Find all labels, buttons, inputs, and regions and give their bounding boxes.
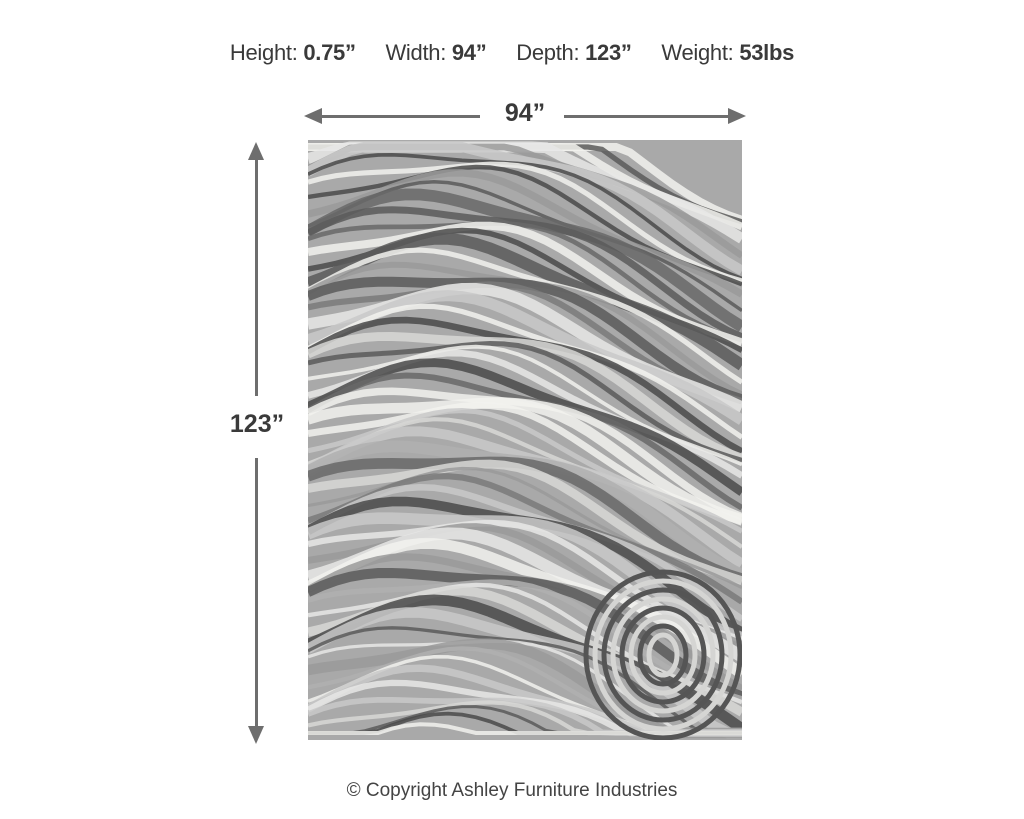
spec-depth: Depth: 123”: [516, 40, 632, 65]
rug-wave: [308, 483, 742, 622]
rug-wave: [308, 519, 742, 643]
rug-swirl: [610, 596, 716, 714]
rug-wave: [308, 397, 742, 525]
rug-wave: [308, 358, 742, 496]
rug-wave: [308, 303, 742, 440]
rug-wave: [308, 169, 742, 298]
rug-wave: [308, 579, 742, 702]
spec-value: 94”: [451, 40, 487, 65]
arrow-down-icon: [248, 726, 264, 744]
height-label: 123”: [229, 410, 285, 438]
spec-bar: Height: 0.75” Width: 94” Depth: 123” Wei…: [0, 40, 1024, 66]
copyright: © Copyright Ashley Furniture Industries: [346, 780, 678, 801]
rug-swirl: [601, 587, 725, 723]
height-dimension: 123”: [220, 142, 294, 744]
spec-label: Depth:: [516, 40, 580, 65]
dimension-line: [320, 115, 480, 118]
dimension-line: [255, 458, 258, 728]
dimension-line: [255, 158, 258, 396]
spec-weight: Weight: 53lbs: [661, 40, 794, 65]
rug-wave: [308, 276, 742, 405]
rug-wave: [308, 188, 742, 332]
rug-wave: [308, 142, 742, 276]
rug-wave: [308, 639, 742, 735]
rug-wave: [308, 247, 742, 385]
spec-label: Width:: [385, 40, 447, 65]
width-label: 94”: [504, 99, 546, 127]
rug-wave: [308, 340, 742, 463]
width-dimension: 94”: [304, 99, 746, 133]
dimension-line: [564, 115, 730, 118]
rug-image: [308, 140, 742, 740]
arrow-right-icon: [728, 108, 746, 124]
rug-wave: [308, 221, 742, 343]
spec-width: Width: 94”: [385, 40, 486, 65]
spec-label: Weight:: [661, 40, 734, 65]
rug-wave: [308, 232, 742, 371]
rug-wave: [308, 567, 742, 702]
spec-value: 123”: [585, 40, 632, 65]
rug-swirl: [592, 578, 734, 732]
spec-value: 53lbs: [739, 40, 795, 65]
spec-value: 0.75”: [303, 40, 356, 65]
rug-wave: [308, 152, 742, 281]
rug-wave: [308, 722, 742, 735]
rug-wave: [308, 332, 742, 463]
spec-height: Height: 0.75”: [230, 40, 356, 65]
rug-wave: [308, 459, 742, 585]
rug-swirl: [646, 632, 680, 678]
rug-wave: [308, 161, 742, 284]
arrow-up-icon: [248, 142, 264, 160]
rug-swirl: [583, 569, 742, 740]
rug-swirl: [628, 614, 698, 696]
rug-swirl: [619, 605, 707, 705]
arrow-left-icon: [304, 108, 322, 124]
spec-label: Height:: [229, 40, 298, 65]
rug-wave: [308, 456, 742, 584]
rug-swirl: [637, 623, 689, 687]
